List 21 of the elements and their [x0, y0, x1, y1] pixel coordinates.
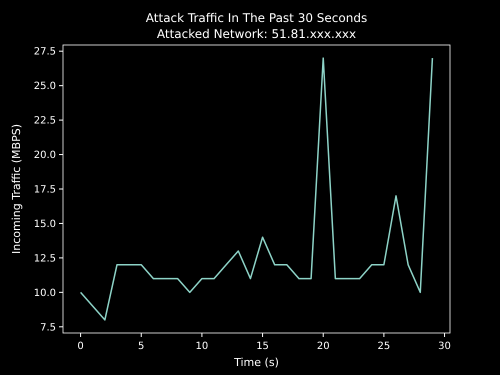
- y-tick-label: 12.5: [34, 253, 56, 264]
- x-tick-label: 0: [77, 341, 84, 352]
- y-axis-title: Incoming Traffic (MBPS): [10, 124, 23, 254]
- x-axis-title: Time (s): [233, 356, 279, 369]
- y-tick-label: 20.0: [34, 150, 56, 162]
- y-tick-label: 10.0: [34, 288, 56, 299]
- y-tick-label: 27.5: [34, 46, 56, 58]
- x-tick-label: 15: [256, 341, 269, 352]
- y-tick-label: 22.5: [34, 116, 56, 127]
- x-tick-label: 10: [196, 341, 208, 352]
- x-tick-label: 25: [378, 341, 390, 352]
- line-series: [80, 57, 434, 321]
- x-tick-label: 5: [138, 341, 144, 352]
- chart-subtitle: Attacked Network: 51.81.xxx.xxx: [156, 27, 356, 41]
- chart-title: Attack Traffic In The Past 30 Seconds: [146, 11, 368, 25]
- y-tick-label: 15.0: [34, 218, 56, 230]
- x-tick-label: 20: [316, 341, 330, 352]
- y-tick-label: 7.5: [40, 322, 56, 334]
- y-tick-label: 17.5: [34, 184, 56, 196]
- y-tick-label: 25.0: [34, 81, 56, 92]
- x-tick-label: 30: [438, 341, 451, 352]
